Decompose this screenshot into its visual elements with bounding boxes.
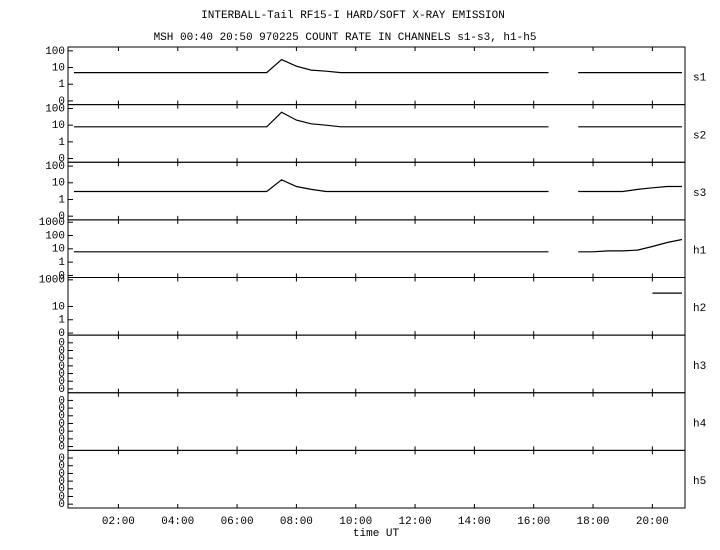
y-tick-label: 0 — [58, 499, 65, 511]
x-tick-label: 10:00 — [339, 516, 372, 528]
x-tick-label: 14:00 — [458, 516, 491, 528]
y-tick-label: 10 — [52, 120, 65, 132]
panel-frame — [67, 46, 686, 106]
series-label: s2 — [693, 130, 706, 142]
x-tick-label: 06:00 — [221, 516, 254, 528]
y-tick-label: 0 — [58, 403, 65, 415]
y-tick-label: 0 — [58, 96, 65, 108]
y-tick-label: 1000 — [39, 217, 65, 229]
x-tick-label: 08:00 — [280, 516, 313, 528]
y-tick-label: 0 — [58, 453, 65, 465]
y-tick-label: 10 — [52, 178, 65, 190]
x-tick-label: 02:00 — [102, 516, 135, 528]
y-tick-label: 1000 — [39, 275, 65, 287]
y-tick-label: 10 — [52, 62, 65, 74]
y-tick-label: 0 — [58, 384, 65, 396]
y-tick-label: 0 — [58, 368, 65, 380]
chart-subtitle: MSH 00:40 20:50 970225 COUNT RATE IN CHA… — [154, 32, 537, 44]
series-line — [73, 58, 682, 74]
y-tick-label: 0 — [58, 411, 65, 423]
panel-frame — [67, 334, 686, 394]
y-tick-label: 1 — [58, 79, 65, 91]
x-tick-label: 20:00 — [636, 516, 669, 528]
series-label: h4 — [693, 418, 707, 430]
y-tick-label: 0 — [58, 361, 65, 373]
x-tick-label: 04:00 — [161, 516, 194, 528]
y-tick-label: 100 — [45, 103, 65, 115]
y-tick-label: 0 — [58, 491, 65, 503]
series-label: h3 — [693, 361, 706, 373]
y-tick-label: 0 — [58, 328, 65, 340]
y-tick-label: 0 — [58, 376, 65, 388]
y-tick-label: 10 — [52, 301, 65, 313]
x-tick-label: 12:00 — [399, 516, 432, 528]
y-tick-label: 10 — [52, 244, 65, 256]
y-tick-label: 0 — [58, 418, 65, 430]
y-tick-label: 0 — [58, 484, 65, 496]
y-tick-label: 100 — [45, 230, 65, 242]
series-label: h2 — [693, 303, 706, 315]
panel-frame — [67, 449, 686, 509]
series-line — [73, 238, 683, 253]
panel-frame — [67, 277, 686, 336]
y-tick-label: 0 — [58, 270, 65, 282]
series-line — [73, 111, 682, 128]
y-tick-label: 0 — [58, 353, 65, 365]
series-label: s1 — [693, 73, 707, 85]
y-tick-label: 0 — [58, 153, 65, 165]
series-label: h5 — [693, 476, 706, 488]
panel-frame — [67, 104, 686, 163]
y-tick-label: 0 — [58, 476, 65, 488]
y-tick-label: 0 — [58, 345, 65, 357]
y-tick-label: 0 — [58, 434, 65, 446]
y-tick-label: 0 — [58, 395, 65, 407]
chart-title: INTERBALL-Tail RF15-I HARD/SOFT X-RAY EM… — [201, 10, 505, 22]
y-tick-label: 0 — [58, 468, 65, 480]
y-tick-label: 100 — [45, 161, 65, 173]
panel-frame — [67, 392, 686, 451]
y-tick-label: 1 — [58, 137, 65, 149]
series-label: h1 — [693, 246, 707, 258]
y-tick-label: 0 — [58, 338, 65, 350]
y-tick-label: 100 — [45, 46, 65, 58]
panel-frame — [67, 219, 686, 278]
y-tick-label: 0 — [58, 441, 65, 453]
y-tick-label: 0 — [58, 211, 65, 223]
x-axis-label: time UT — [353, 528, 400, 540]
x-tick-label: 18:00 — [577, 516, 610, 528]
y-tick-label: 1 — [58, 257, 65, 269]
series-line — [73, 179, 682, 193]
series-label: s3 — [693, 188, 706, 200]
y-tick-label: 0 — [58, 426, 65, 438]
x-tick-label: 16:00 — [517, 516, 550, 528]
y-tick-label: 1 — [58, 194, 65, 206]
y-tick-label: 1 — [58, 315, 65, 327]
y-tick-label: 0 — [58, 461, 65, 473]
